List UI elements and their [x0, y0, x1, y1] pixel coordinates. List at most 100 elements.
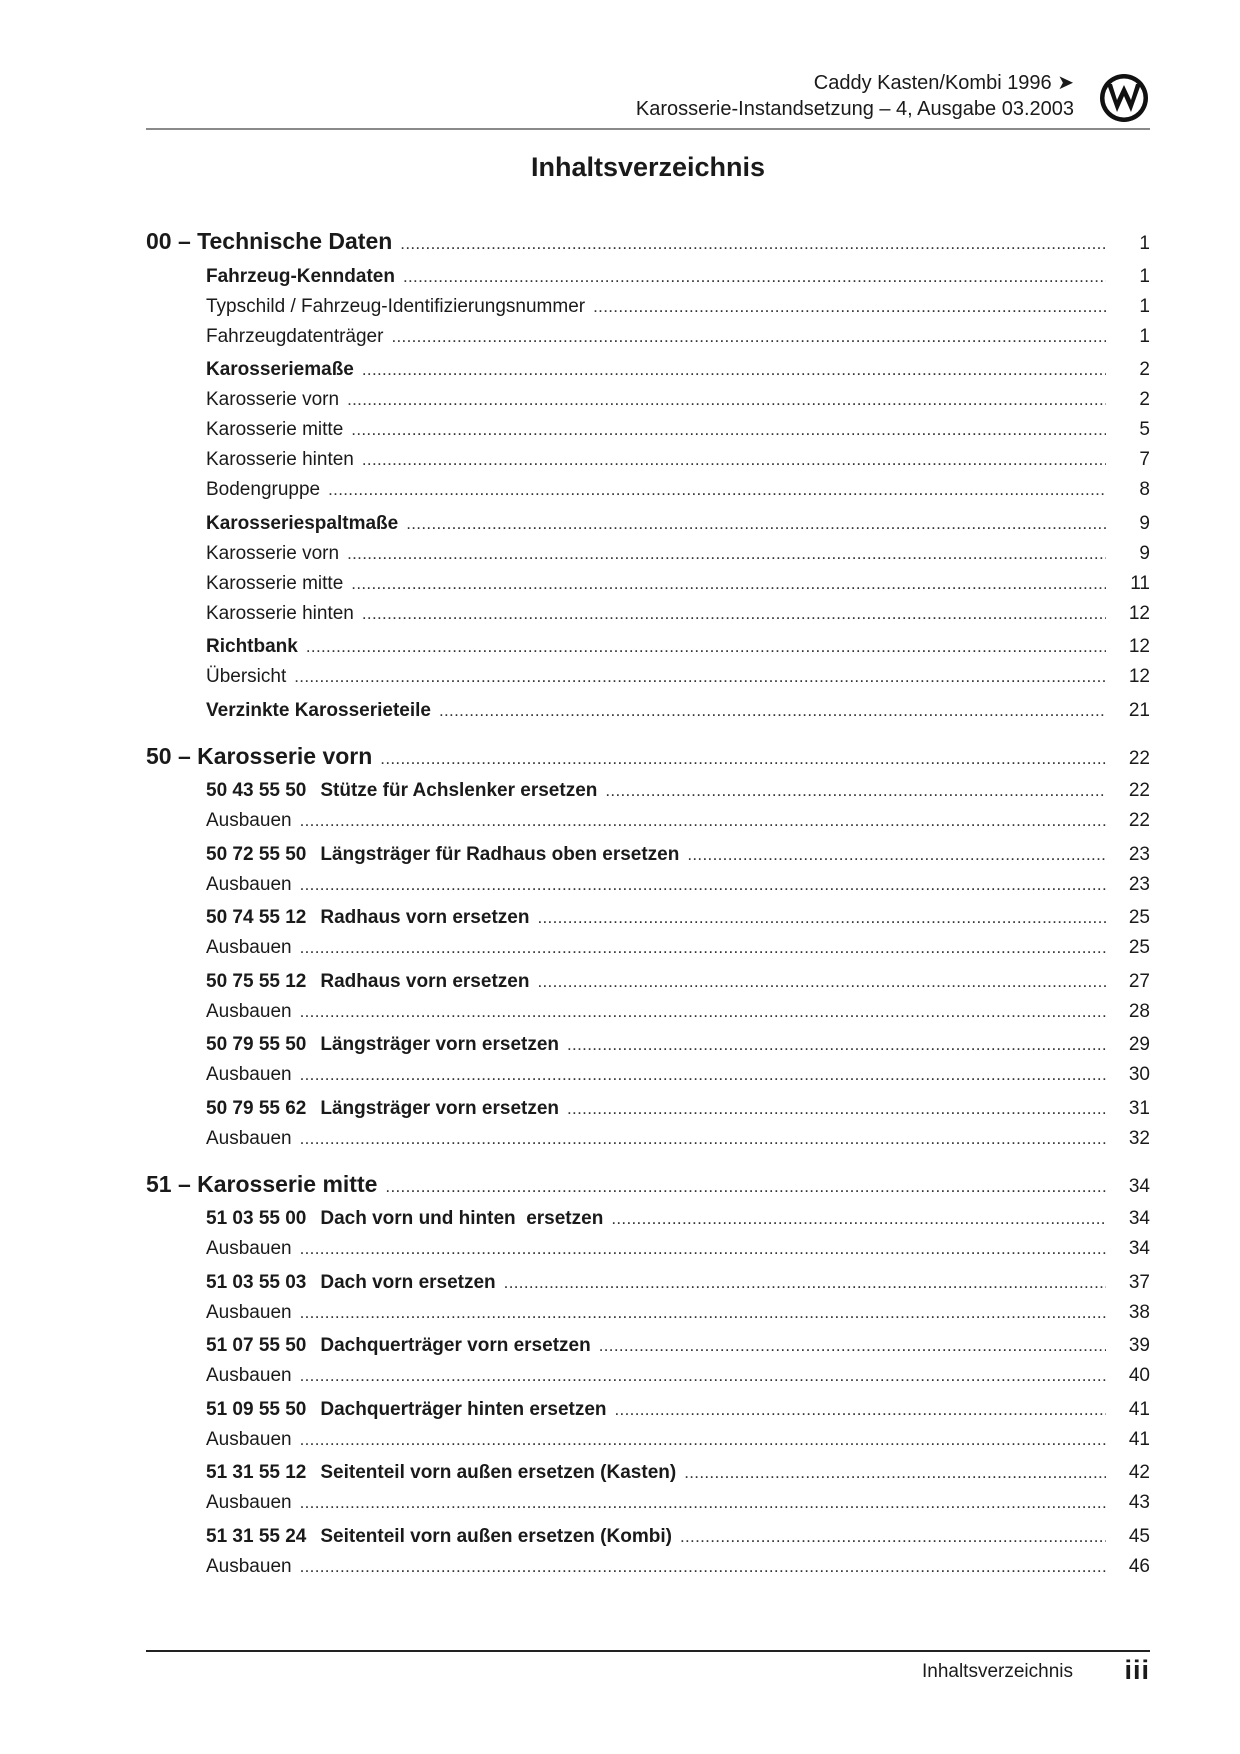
toc-entry[interactable]: Ausbauen 38 — [146, 1298, 1150, 1328]
toc-entry[interactable]: 51 09 55 50 Dachquerträger hinten ersetze… — [146, 1395, 1150, 1425]
toc-page-number: 2 — [1139, 389, 1150, 410]
toc-entry-title: Ausbauen — [206, 1301, 292, 1323]
toc-entry[interactable]: Ausbauen 28 — [146, 997, 1150, 1027]
toc-page-number: 32 — [1128, 1127, 1150, 1149]
toc-page-number: 43 — [1128, 1492, 1150, 1513]
toc-entry[interactable]: 51 31 55 12 Seitenteil vorn außen ersetze… — [146, 1458, 1150, 1488]
toc-entry[interactable]: 50 72 55 50 Längsträger für Radhaus oben … — [146, 840, 1150, 870]
page-title: Inhaltsverzeichnis — [530, 152, 766, 182]
toc-entry[interactable]: Fahrzeug-Kenndaten 1 — [146, 262, 1150, 292]
toc-entry[interactable]: Übersicht 12 — [146, 662, 1150, 692]
table-of-contents: 00 – Technische Daten1 Fahrzeug-Kenndaten… — [146, 224, 1150, 1582]
toc-entry[interactable]: Karosserie hinten 12 — [146, 599, 1150, 629]
toc-entry-title: Dach vorn ersetzen — [320, 1271, 496, 1293]
toc-page-number: 39 — [1128, 1335, 1150, 1356]
toc-page-number: 41 — [1128, 1428, 1150, 1450]
toc-entry[interactable]: Typschild / Fahrzeug-Identifizierungsnum… — [146, 292, 1150, 322]
toc-page-number: 7 — [1139, 449, 1150, 470]
toc-entry[interactable]: Karosserie vorn 2 — [146, 385, 1150, 415]
toc-entry-title: Ausbauen — [206, 1428, 292, 1450]
dot-leader — [615, 1395, 1106, 1425]
toc-entry[interactable]: Ausbauen 22 — [146, 806, 1150, 836]
dot-leader — [351, 415, 1106, 445]
toc-entry-title: Seitenteil vorn außen ersetzen (Kasten) — [320, 1462, 677, 1483]
toc-page-number: 1 — [1139, 325, 1150, 347]
toc-entry[interactable]: 51 03 55 00 Dach vorn und hinten ersetzen… — [146, 1204, 1150, 1234]
toc-entry[interactable]: Karosseriemaße 2 — [146, 355, 1150, 385]
dot-leader — [599, 1331, 1106, 1361]
dot-leader — [300, 1361, 1106, 1391]
toc-page-number: 45 — [1128, 1525, 1150, 1547]
toc-page-number: 12 — [1128, 602, 1150, 624]
dot-leader — [300, 1124, 1106, 1154]
toc-entry-title: Verzinkte Karosserieteile — [206, 699, 431, 721]
toc-entry[interactable]: 50 75 55 12 Radhaus vorn ersetzen 27 — [146, 967, 1150, 997]
toc-page-number: 25 — [1128, 907, 1150, 928]
toc-entry[interactable]: Ausbauen 30 — [146, 1060, 1150, 1090]
toc-entry[interactable]: Karosserie mitte 11 — [146, 569, 1150, 599]
toc-entry-title: Längsträger vorn ersetzen — [320, 1097, 560, 1119]
dot-leader — [400, 227, 1106, 261]
toc-entry[interactable]: 50 43 55 50 Stütze für Achslenker ersetze… — [146, 776, 1150, 806]
toc-entry[interactable]: Ausbauen 43 — [146, 1488, 1150, 1518]
toc-entry[interactable]: Fahrzeugdatenträger 1 — [146, 322, 1150, 352]
toc-entry[interactable]: Richtbank 12 — [146, 632, 1150, 662]
toc-entry-code: 50 79 55 50 — [206, 1034, 307, 1055]
toc-entry[interactable]: Bodengruppe 8 — [146, 475, 1150, 505]
dot-leader — [300, 1298, 1106, 1328]
toc-chapter[interactable]: 51 – Karosserie mitte 34 — [146, 1167, 1150, 1201]
dot-leader — [362, 355, 1106, 385]
toc-chapter[interactable]: 00 – Technische Daten 1 — [146, 224, 1150, 258]
dot-leader — [300, 870, 1106, 900]
toc-entry[interactable]: 51 31 55 24 Seitenteil vorn außen ersetze… — [146, 1522, 1150, 1552]
toc-page-number: 12 — [1128, 636, 1150, 657]
dot-leader — [347, 539, 1106, 569]
toc-page-number: 1 — [1139, 295, 1150, 317]
toc-chapter[interactable]: 50 – Karosserie vorn 22 — [146, 739, 1150, 773]
dot-leader — [362, 445, 1106, 475]
toc-entry-title: Ausbauen — [206, 873, 292, 895]
toc-entry[interactable]: Karosserie hinten 7 — [146, 445, 1150, 475]
toc-entry-title: 51 – Karosserie mitte — [146, 1170, 378, 1197]
toc-page-number: 8 — [1139, 479, 1150, 500]
dot-leader — [504, 1268, 1106, 1298]
toc-page-number: 27 — [1128, 970, 1150, 992]
dot-leader — [351, 569, 1106, 599]
toc-entry[interactable]: 50 74 55 12 Radhaus vorn ersetzen 25 — [146, 903, 1150, 933]
toc-entry[interactable]: 51 07 55 50 Dachquerträger vorn ersetzen 3… — [146, 1331, 1150, 1361]
toc-entry-title: Stütze für Achslenker ersetzen — [320, 780, 598, 801]
toc-entry[interactable]: Karosserie mitte 5 — [146, 415, 1150, 445]
toc-page-number: 22 — [1128, 780, 1150, 801]
toc-entry[interactable]: Ausbauen 46 — [146, 1552, 1150, 1582]
toc-entry[interactable]: 50 79 55 50 Längsträger vorn ersetzen 29 — [146, 1030, 1150, 1060]
dot-leader — [537, 967, 1106, 997]
dot-leader — [567, 1030, 1106, 1060]
dot-leader — [300, 1552, 1106, 1582]
dot-leader — [328, 475, 1106, 505]
dot-leader — [406, 509, 1106, 539]
toc-entry-code: 51 03 55 00 — [206, 1208, 307, 1229]
toc-entry[interactable]: Ausbauen 34 — [146, 1234, 1150, 1264]
toc-entry[interactable]: Ausbauen 23 — [146, 870, 1150, 900]
toc-entry-title: Übersicht — [206, 666, 287, 687]
dot-leader — [593, 292, 1106, 322]
toc-entry-code: 50 74 55 12 — [206, 907, 307, 928]
toc-entry[interactable]: Ausbauen 40 — [146, 1361, 1150, 1391]
toc-entry-title: Ausbauen — [206, 810, 292, 831]
toc-entry-title: Längsträger vorn ersetzen — [320, 1034, 560, 1055]
toc-entry[interactable]: 51 03 55 03 Dach vorn ersetzen 37 — [146, 1268, 1150, 1298]
header-rule — [146, 128, 1150, 130]
toc-entry-title: Ausbauen — [206, 1365, 292, 1386]
toc-entry-title: Radhaus vorn ersetzen — [320, 970, 530, 992]
toc-entry[interactable]: Verzinkte Karosserieteile 21 — [146, 696, 1150, 726]
toc-entry[interactable]: Karosseriespaltmaße 9 — [146, 509, 1150, 539]
toc-page-number: 38 — [1128, 1301, 1150, 1323]
toc-entry[interactable]: Karosserie vorn 9 — [146, 539, 1150, 569]
toc-entry[interactable]: Ausbauen 32 — [146, 1124, 1150, 1154]
toc-entry[interactable]: Ausbauen 25 — [146, 933, 1150, 963]
toc-entry[interactable]: 50 79 55 62 Längsträger vorn ersetzen 31 — [146, 1094, 1150, 1124]
toc-page-number: 9 — [1139, 542, 1150, 564]
dot-leader — [611, 1204, 1106, 1234]
toc-entry[interactable]: Ausbauen 41 — [146, 1425, 1150, 1455]
toc-page-number: 2 — [1139, 359, 1150, 380]
